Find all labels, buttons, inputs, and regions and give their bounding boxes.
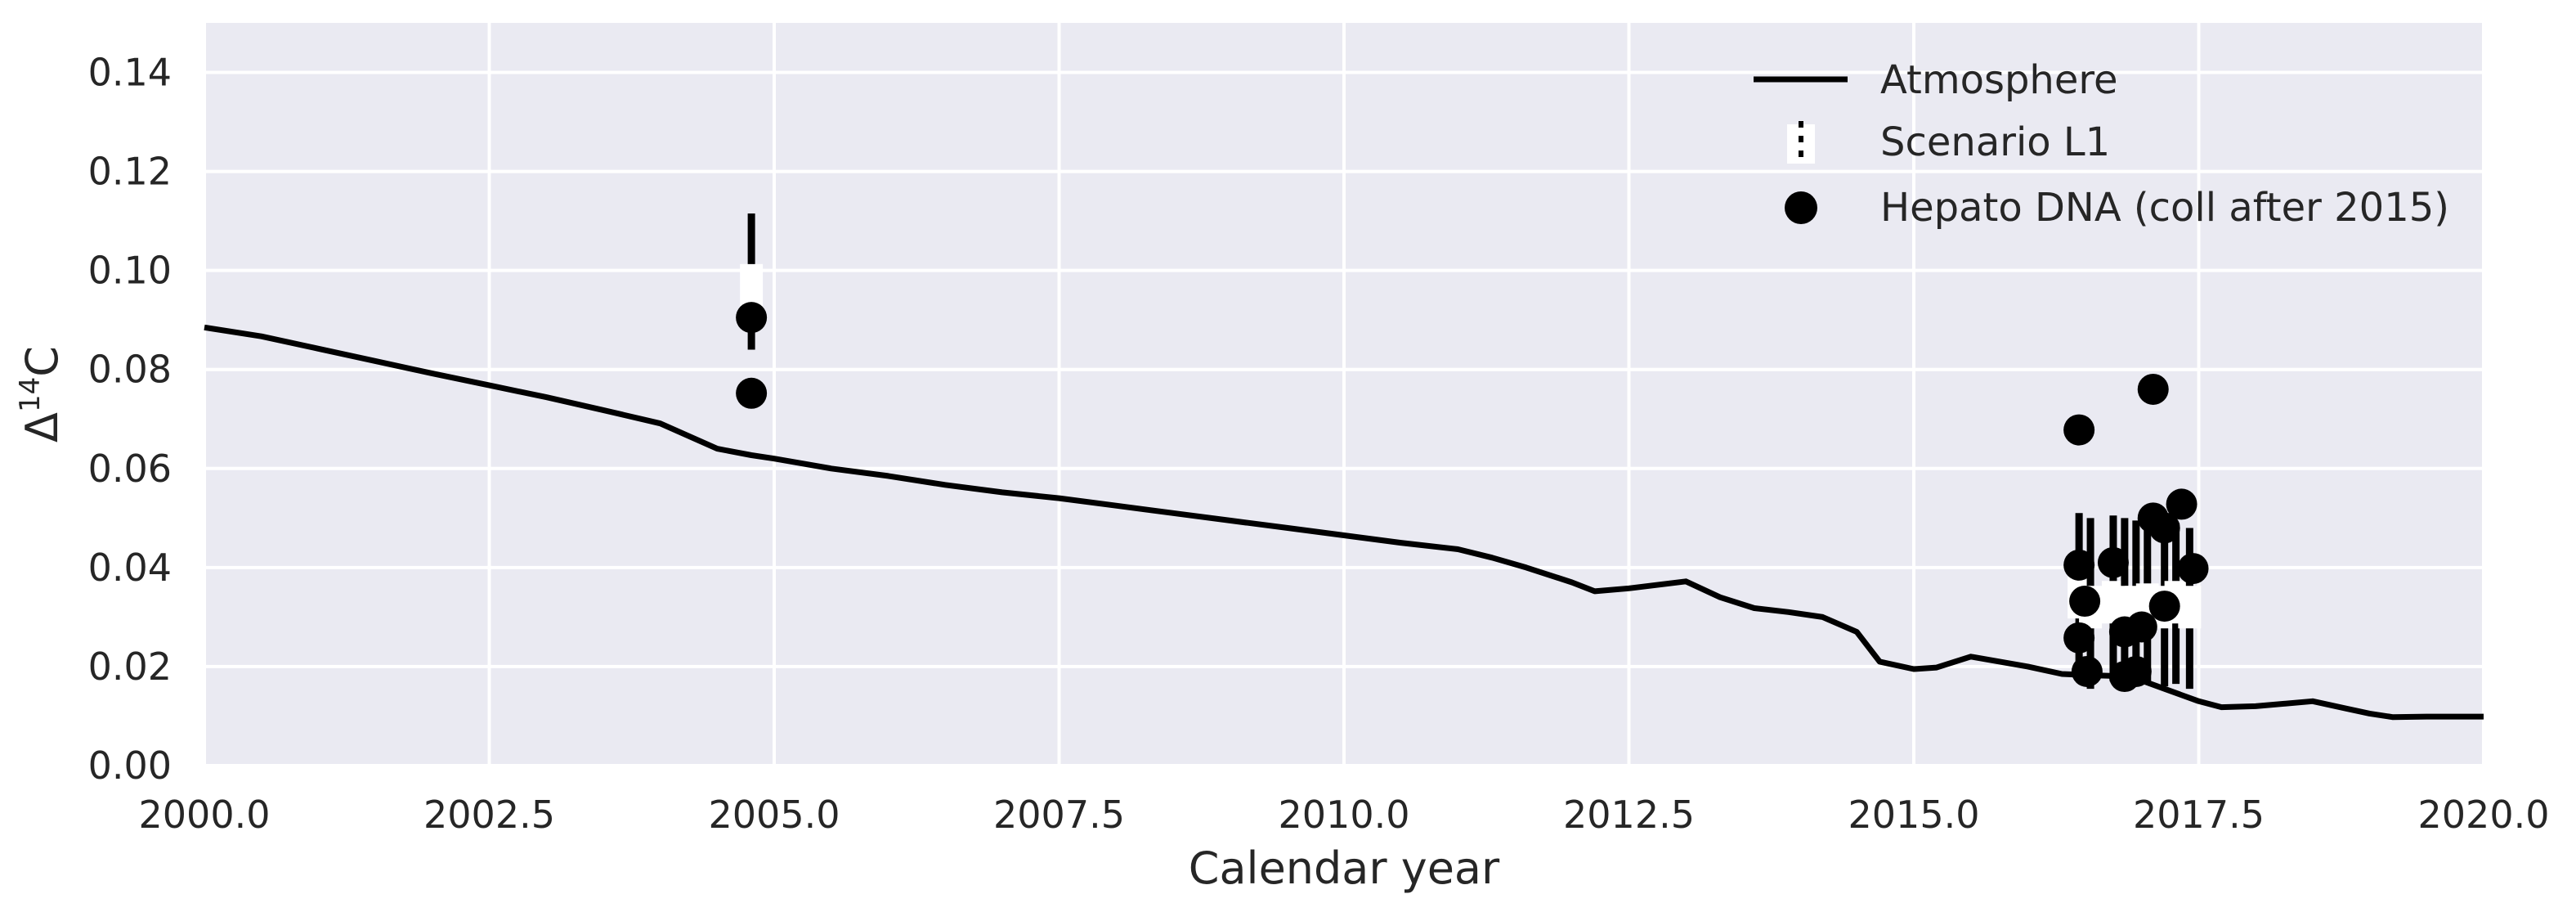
hepato-dna-point [2063, 414, 2095, 446]
scenario-marker [740, 263, 764, 307]
y-tick-label: 0.12 [88, 150, 172, 194]
hepato-dna-point [2126, 611, 2157, 643]
x-tick-label: 2015.0 [1848, 793, 1980, 837]
y-tick-label: 0.14 [88, 51, 172, 95]
legend-label-atmosphere: Atmosphere [1880, 57, 2118, 103]
hepato-dna-point [2071, 655, 2103, 687]
x-tick-label: 2007.5 [993, 793, 1125, 837]
hepato-dna-point [2166, 488, 2197, 520]
legend-label-scenario: Scenario L1 [1880, 119, 2110, 165]
hepato-dna-point [2063, 622, 2095, 654]
y-axis-label: Δ14C [14, 346, 68, 443]
x-tick-label: 2012.5 [1563, 793, 1695, 837]
hepato-dna-point [2069, 586, 2101, 618]
scenario-marker [2178, 586, 2202, 629]
hepato-dna-point [2063, 549, 2095, 581]
x-tick-label: 2000.0 [139, 793, 271, 837]
hepato-dna-point [736, 377, 768, 409]
x-tick-label: 2002.5 [423, 793, 555, 837]
hepato-dna-point [2097, 546, 2129, 578]
y-tick-labels: 0.00 0.02 0.04 0.06 0.08 0.10 0.12 0.14 [88, 51, 172, 788]
x-tick-label: 2010.0 [1279, 793, 1410, 837]
x-axis-label: Calendar year [1189, 842, 1500, 894]
atmosphere-line [204, 324, 2484, 721]
legend-marker-swatch [1785, 191, 1817, 224]
legend: Atmosphere Scenario L1 Hepato DNA (coll … [1754, 57, 2449, 231]
hepato-dna-point [2137, 373, 2169, 405]
hepato-dna-point [2177, 553, 2209, 585]
legend-errorbar-swatch-box [1787, 124, 1815, 164]
legend-label-hepato: Hepato DNA (coll after 2015) [1880, 185, 2449, 231]
grid [203, 23, 2485, 767]
y-tick-label: 0.06 [88, 447, 172, 491]
x-tick-labels: 2000.0 2002.5 2005.0 2007.5 2010.0 2012.5 2015… [139, 793, 2550, 837]
hepato-dna-point [2120, 655, 2152, 687]
hepato-dna-point [2148, 512, 2180, 544]
y-tick-label: 0.00 [88, 744, 172, 788]
y-tick-label: 0.10 [88, 249, 172, 293]
x-tick-label: 2005.0 [709, 793, 840, 837]
y-tick-label: 0.08 [88, 348, 172, 392]
hepato-dna-point [2148, 591, 2180, 622]
y-tick-label: 0.04 [88, 546, 172, 590]
x-tick-label: 2020.0 [2418, 793, 2550, 837]
y-tick-label: 0.02 [88, 645, 172, 689]
series-layer [204, 213, 2484, 721]
x-tick-label: 2017.5 [2133, 793, 2265, 837]
hepato-dna-point [736, 302, 768, 334]
